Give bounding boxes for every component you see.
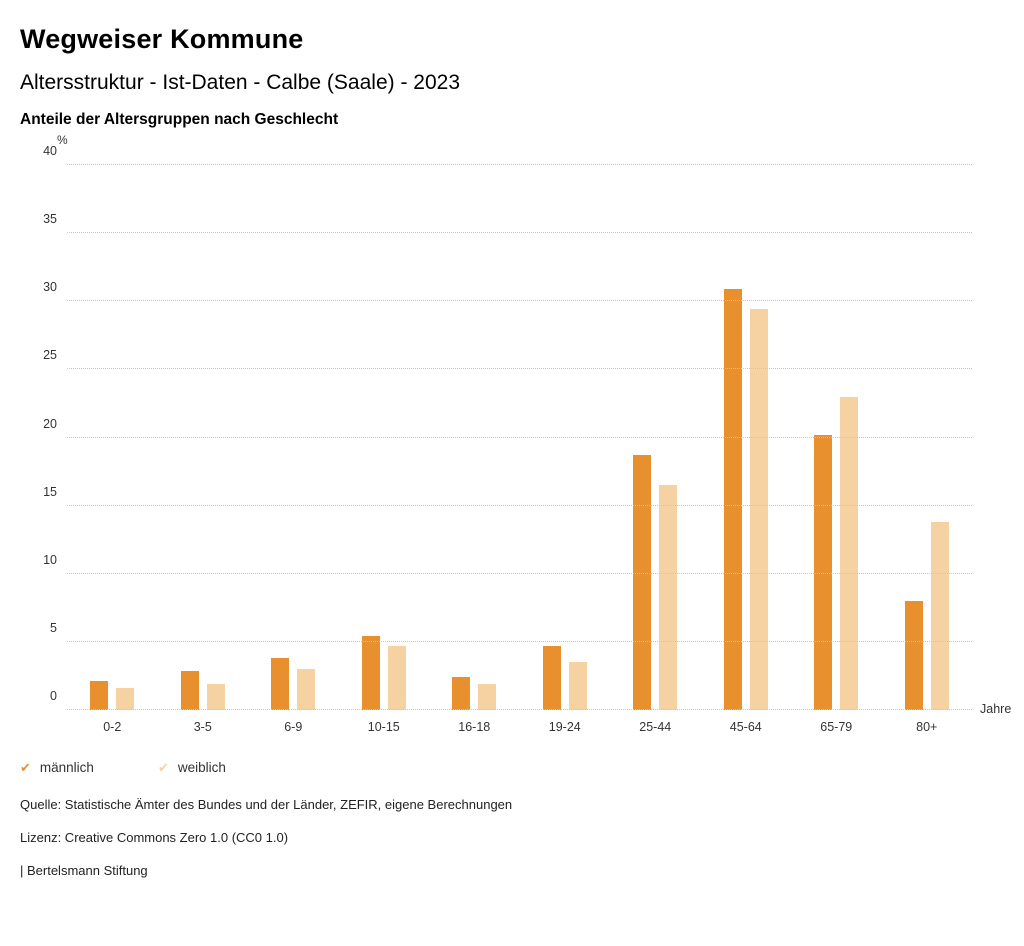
- plot-area: Jahre 0 5 10 15 20 25 30 35 40: [43, 144, 1011, 716]
- bar-weiblich-6-9[interactable]: [297, 669, 316, 710]
- bar-männlich-16-18[interactable]: [452, 677, 471, 710]
- gridline: 10: [43, 553, 972, 574]
- legend-label: weiblich: [177, 760, 226, 775]
- bar-weiblich-16-18[interactable]: [478, 684, 497, 710]
- y-tick-label: 20: [43, 416, 57, 431]
- x-tick-label: 16-18: [458, 720, 491, 734]
- category-group: [429, 165, 520, 710]
- category-group: [791, 165, 882, 710]
- x-tick-label: 3-5: [193, 720, 212, 734]
- bar-männlich-45-64[interactable]: [723, 289, 742, 710]
- bar-männlich-0-2[interactable]: [90, 681, 109, 710]
- bar-männlich-25-44[interactable]: [633, 455, 652, 710]
- bar-weiblich-25-44[interactable]: [659, 485, 678, 710]
- x-tick-label: 45-64: [729, 720, 762, 734]
- legend-item-männlich[interactable]: ✔ männlich: [20, 760, 94, 775]
- bar-weiblich-10-15[interactable]: [387, 645, 406, 710]
- category-group: [67, 165, 158, 710]
- gridline: 25: [43, 348, 972, 370]
- y-tick-label: 5: [50, 620, 57, 635]
- x-axis-labels: 0-2 3-5 6-9 10-15 16-18 19-24 25-44 45-64 65-79 8…: [67, 710, 972, 734]
- bar-weiblich-0-2[interactable]: [116, 688, 135, 710]
- x-tick-label: 19-24: [548, 720, 581, 734]
- bar-männlich-10-15[interactable]: [361, 636, 380, 710]
- bar-weiblich-19-24[interactable]: [568, 662, 587, 710]
- bar-weiblich-45-64[interactable]: [749, 309, 768, 710]
- bar-männlich-6-9[interactable]: [271, 658, 290, 710]
- chart-footer: Quelle: Statistische Ämter des Bundes un…: [20, 797, 1004, 878]
- x-tick-label: 80+: [916, 720, 938, 734]
- bar-columns: [67, 165, 972, 710]
- y-tick-label: 15: [43, 484, 57, 499]
- bar-chart: % Jahre 0 5 10 15 20 25 30 35 40 0-2 3-5 6-9 10-15 1…: [43, 133, 1011, 734]
- bar-männlich-19-24[interactable]: [542, 645, 561, 710]
- license-line: Lizenz: Creative Commons Zero 1.0 (CC0 1…: [20, 830, 289, 845]
- category-group: [158, 165, 249, 710]
- y-tick-label: 30: [43, 280, 57, 295]
- y-tick-label: 35: [43, 212, 57, 227]
- bar-männlich-80+[interactable]: [904, 601, 923, 710]
- x-tick-label: 6-9: [284, 720, 303, 734]
- category-group: [339, 165, 430, 710]
- x-tick-label: 0-2: [103, 720, 122, 734]
- chart-heading: Anteile der Altersgruppen nach Geschlech…: [20, 111, 339, 128]
- attribution-line: | Bertelsmann Stiftung: [20, 863, 148, 878]
- category-group: [610, 165, 701, 710]
- checkmark-icon: ✔: [157, 760, 169, 775]
- gridline: 20: [43, 417, 972, 438]
- report-page: Wegweiser Kommune Altersstruktur - Ist-D…: [20, 24, 1011, 878]
- x-tick-label: 10-15: [367, 720, 400, 734]
- x-tick-label: 65-79: [820, 720, 853, 734]
- y-tick-label: 10: [43, 552, 57, 567]
- category-group: [248, 165, 339, 710]
- y-tick-label: 25: [43, 348, 57, 363]
- legend-item-weiblich[interactable]: ✔ weiblich: [158, 760, 226, 775]
- y-axis-unit-label: %: [57, 133, 68, 147]
- category-group: [520, 165, 611, 710]
- y-tick-label: 0: [50, 689, 57, 703]
- checkmark-icon: ✔: [20, 760, 31, 775]
- bar-weiblich-80+[interactable]: [930, 521, 949, 710]
- category-group: [701, 165, 792, 710]
- x-axis-unit-label: Jahre: [980, 702, 1012, 716]
- bar-weiblich-65-79[interactable]: [840, 396, 859, 710]
- category-group: [882, 165, 973, 710]
- y-tick-label: 40: [43, 144, 57, 158]
- source-line: Quelle: Statistische Ämter des Bundes un…: [20, 797, 513, 812]
- gridline: 0: [50, 689, 972, 710]
- gridline: 5: [50, 621, 972, 642]
- gridline: 40: [43, 144, 972, 165]
- chart-subtitle: Altersstruktur - Ist-Daten - Calbe (Saal…: [20, 71, 460, 94]
- legend-label: männlich: [39, 760, 94, 775]
- gridline: 30: [43, 280, 972, 302]
- bar-männlich-3-5[interactable]: [180, 670, 199, 710]
- gridline: 15: [43, 485, 972, 506]
- bar-weiblich-3-5[interactable]: [206, 684, 225, 710]
- gridline: 35: [43, 212, 972, 234]
- x-tick-label: 25-44: [639, 720, 672, 734]
- page-title: Wegweiser Kommune: [20, 24, 304, 54]
- chart-legend: ✔ männlich ✔ weiblich: [20, 760, 1004, 775]
